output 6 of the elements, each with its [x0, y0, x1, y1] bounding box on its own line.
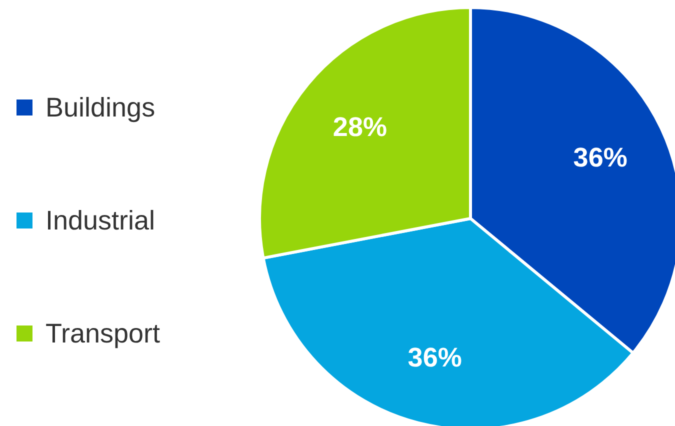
legend-label: Transport	[46, 318, 161, 348]
data-label: 28%	[332, 112, 387, 142]
legend-label: Industrial	[46, 206, 156, 236]
legend-label: Buildings	[46, 92, 156, 122]
data-label: 36%	[408, 342, 462, 372]
data-label: 36%	[573, 142, 628, 172]
